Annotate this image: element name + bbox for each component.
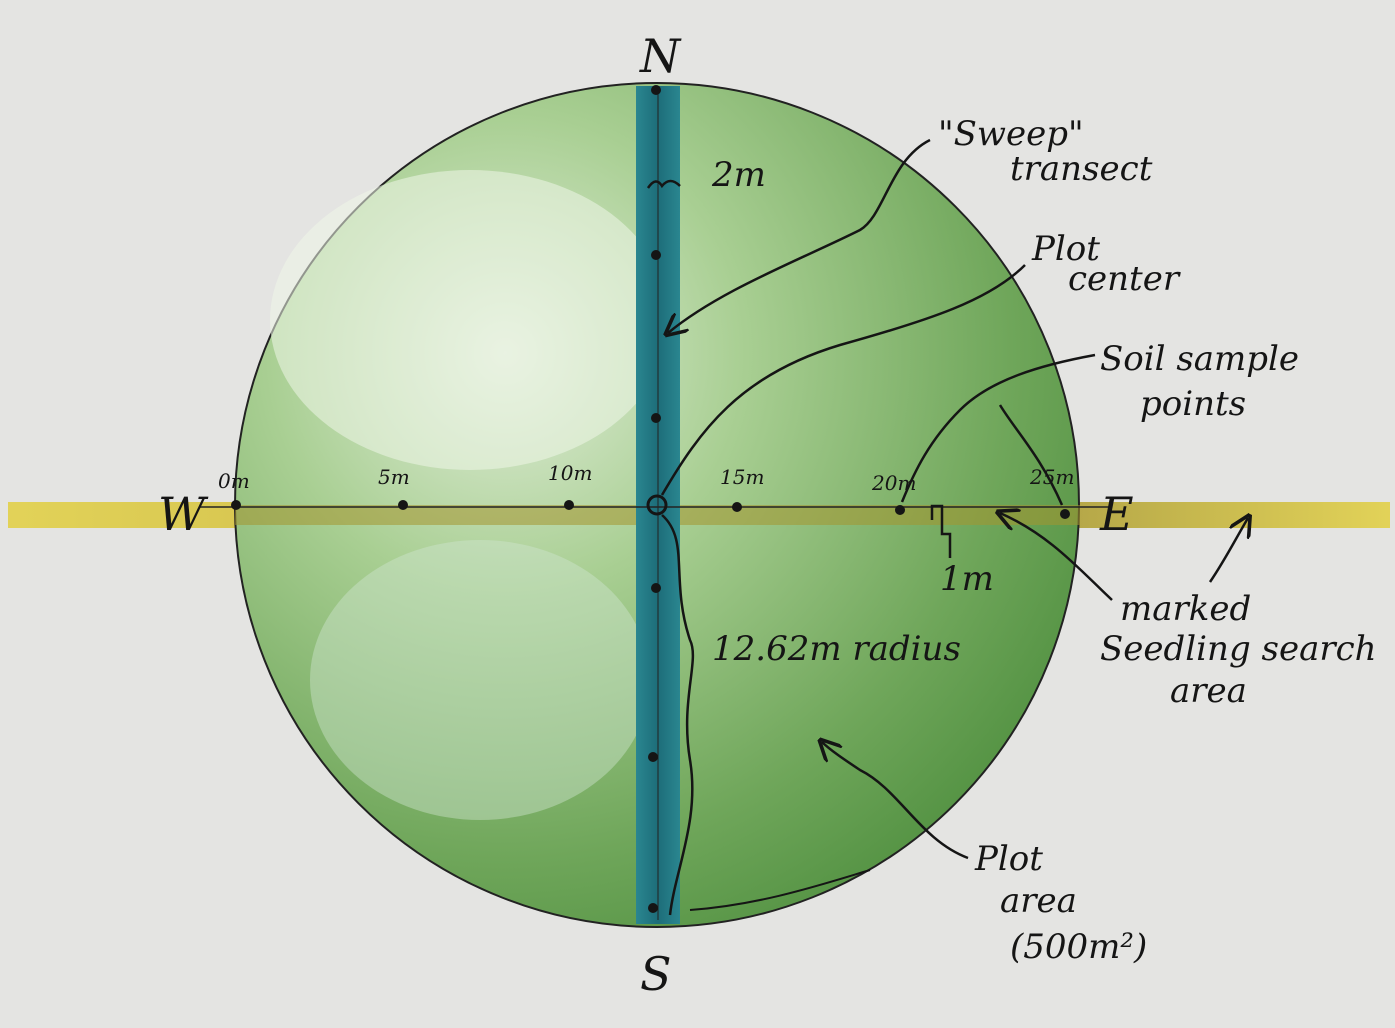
sweep-point: [651, 413, 661, 423]
transect-point-10m: [564, 500, 574, 510]
sweep-point: [648, 903, 658, 913]
plot-light-patch: [270, 170, 670, 470]
search-width-label: 1m: [940, 559, 994, 599]
transect-points: [231, 500, 1070, 519]
transect-point-20m: [895, 505, 905, 515]
compass-east: E: [1099, 487, 1134, 541]
tick-label-0m: 0m: [218, 469, 250, 493]
plot-area-label-line3: (500m²): [1010, 927, 1147, 967]
transect-point-25m: [1060, 509, 1070, 519]
search-width-brace: [930, 504, 952, 558]
sweep-point: [651, 250, 661, 260]
sweep-width-label: 2m: [711, 155, 766, 195]
plot-center-label-line2: center: [1068, 259, 1181, 299]
seedling-area-label-line3: area: [1170, 671, 1247, 711]
plot-area-label-line2: area: [1000, 881, 1077, 921]
compass-south: S: [640, 947, 672, 1001]
plot-center-marker: [646, 494, 668, 516]
sweep-point: [648, 752, 658, 762]
seedling-area-pointer-a: [1000, 513, 1113, 601]
transect-point-15m: [732, 502, 742, 512]
seedling-area-label-line1: marked: [1120, 589, 1251, 629]
sweep-point: [651, 583, 661, 593]
plot-light-patch-lower: [310, 540, 650, 820]
sweep-points: [648, 85, 661, 913]
radius-label: 12.62m radius: [712, 629, 961, 669]
seedling-area-label-line2: Seedling search: [1100, 629, 1377, 669]
soil-sample-pointer-a: [900, 353, 1096, 503]
sweep-width-brace: [646, 179, 681, 189]
soil-sample-label-line1: Soil sample: [1100, 339, 1299, 379]
tick-label-15m: 15m: [720, 465, 764, 489]
tick-label-10m: 10m: [548, 461, 592, 485]
sweep-transect-label-line2: transect: [1010, 149, 1153, 189]
transect-point-0m: [231, 500, 241, 510]
sweep-transect-label-line1: "Sweep": [938, 114, 1084, 154]
sweep-transect-pointer: [668, 138, 931, 333]
sweep-point: [651, 85, 661, 95]
radius-brace: [661, 514, 695, 916]
seedling-area-pointer-b: [1208, 518, 1248, 583]
transect-point-5m: [398, 500, 408, 510]
soil-sample-pointer-b: [998, 404, 1064, 506]
compass-west: W: [158, 487, 209, 541]
plot-area-pointer: [822, 742, 969, 860]
plot-area-lower-pointer: [689, 869, 871, 911]
tick-label-5m: 5m: [378, 465, 410, 489]
compass-north: N: [639, 29, 682, 83]
soil-sample-label-line2: points: [1140, 384, 1246, 424]
plot-center-pointer: [660, 264, 1026, 496]
plot-area-label-line1: Plot: [974, 839, 1043, 879]
plot-center-label-line1: Plot: [1031, 229, 1100, 269]
